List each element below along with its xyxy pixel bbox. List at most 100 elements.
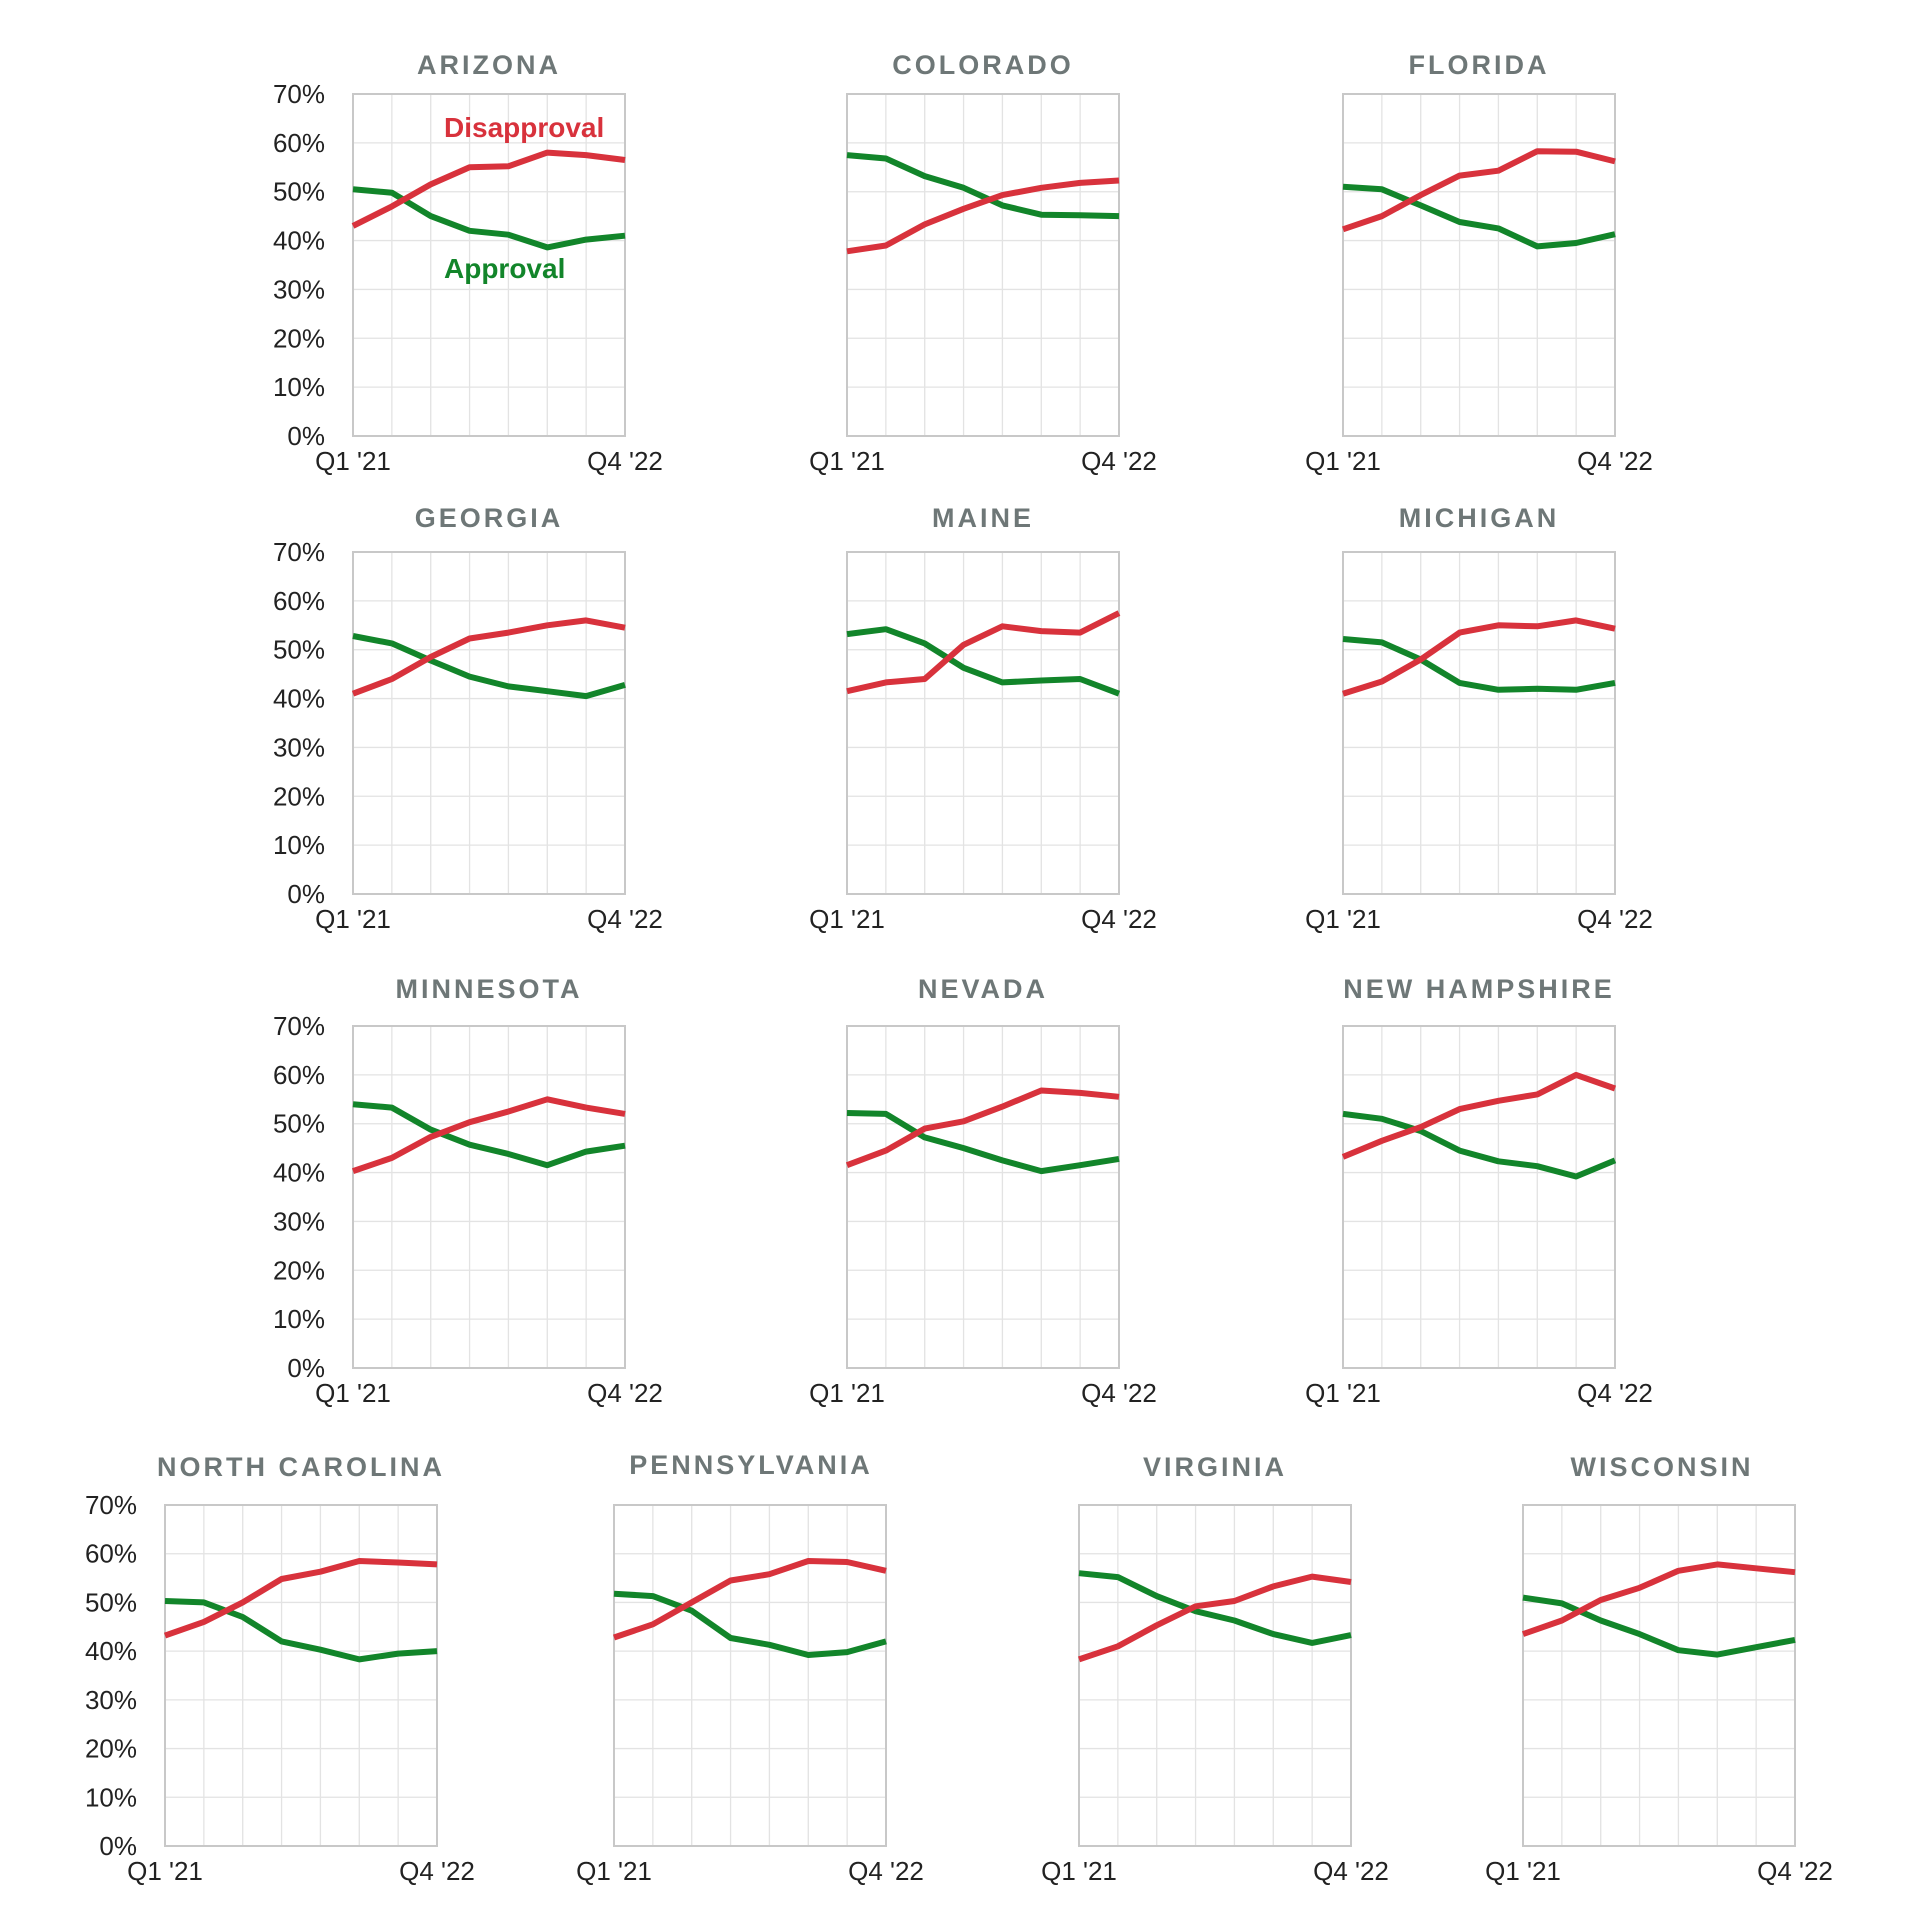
x-tick-label: Q4 '22: [1757, 1856, 1833, 1886]
y-tick-label: 60%: [273, 586, 325, 616]
y-tick-label: 70%: [273, 79, 325, 109]
approval-line: [1522, 1594, 1796, 1658]
y-tick-label: 40%: [273, 1158, 325, 1188]
chart-georgia: GEORGIA 0% 10% 20% 30% 40% 50% 60% 70% Q1 '21 Q4 '…: [273, 503, 663, 934]
approval-line: [846, 626, 1121, 697]
x-tick-label: Q1 '21: [1485, 1856, 1561, 1886]
x-tick-label: Q4 '22: [587, 1378, 663, 1408]
chart-arizona: ARIZONA 0% 10% 20% 30% 40% 50% 60% 70% Q1 '21 Q4 '…: [273, 50, 663, 476]
chart-title: MICHIGAN: [1399, 503, 1560, 533]
disapproval-line: [1341, 1071, 1616, 1160]
plot-frame: [1342, 1025, 1616, 1369]
y-tick-label: 40%: [85, 1636, 137, 1666]
chart-title: MINNESOTA: [396, 974, 583, 1004]
y-tick-label: 70%: [273, 537, 325, 567]
plot-frame: [846, 551, 1120, 895]
x-tick-label: Q4 '22: [587, 904, 663, 934]
x-tick-label: Q4 '22: [1313, 1856, 1389, 1886]
plot-frame: [1078, 1504, 1352, 1847]
approval-line: [352, 633, 626, 700]
chart-title: NORTH CAROLINA: [157, 1452, 445, 1482]
plot-frame: [846, 93, 1120, 437]
y-tick-label: 60%: [273, 128, 325, 158]
disapproval-line: [1078, 1573, 1352, 1663]
chart-florida: FLORIDA Q1 '21 Q4 '22: [1305, 50, 1653, 476]
y-tick-label: 10%: [85, 1782, 137, 1812]
disapproval-line: [845, 1087, 1120, 1169]
approval-line: [1342, 636, 1616, 693]
x-tick-label: Q1 '21: [315, 904, 391, 934]
x-tick-label: Q1 '21: [1305, 904, 1381, 934]
approval-line: [164, 1598, 438, 1663]
chart-title: ARIZONA: [417, 50, 561, 80]
chart-virginia: VIRGINIA Q1 '21 Q4 '22: [1041, 1452, 1389, 1886]
plot-frame: [352, 551, 626, 895]
approval-line: [352, 1101, 626, 1169]
disapproval-line: [164, 1558, 438, 1639]
x-tick-label: Q1 '21: [127, 1856, 203, 1886]
y-tick-label: 60%: [85, 1539, 137, 1569]
disapproval-line: [846, 177, 1120, 255]
y-tick-label: 20%: [85, 1734, 137, 1764]
chart-title: MAINE: [932, 503, 1034, 533]
approval-line: [1078, 1570, 1352, 1646]
x-tick-label: Q1 '21: [1041, 1856, 1117, 1886]
y-tick-label: 0%: [287, 421, 325, 451]
x-tick-label: Q4 '22: [1081, 1378, 1157, 1408]
plot-frame: [1342, 551, 1616, 895]
chart-title: NEW HAMPSHIRE: [1343, 974, 1615, 1004]
y-tick-label: 30%: [273, 732, 325, 762]
chart-maine: MAINE Q1 '21 Q4 '22: [809, 503, 1157, 934]
x-tick-label: Q1 '21: [1305, 446, 1381, 476]
x-tick-label: Q1 '21: [809, 904, 885, 934]
approval-line: [613, 1590, 887, 1658]
disapproval-line: [613, 1558, 887, 1641]
y-tick-label: 50%: [273, 635, 325, 665]
y-tick-label: 10%: [273, 830, 325, 860]
x-tick-label: Q4 '22: [1577, 1378, 1653, 1408]
chart-michigan: MICHIGAN Q1 '21 Q4 '22: [1305, 503, 1653, 934]
y-tick-label: 50%: [273, 1109, 325, 1139]
x-tick-label: Q4 '22: [1577, 446, 1653, 476]
y-tick-label: 20%: [273, 781, 325, 811]
chart-title: COLORADO: [892, 50, 1074, 80]
chart-title: GEORGIA: [415, 503, 564, 533]
y-tick-label: 10%: [273, 1304, 325, 1334]
disapproval-line: [351, 617, 626, 697]
x-tick-label: Q4 '22: [1081, 446, 1157, 476]
plot-frame: [164, 1504, 438, 1847]
disapproval-line: [846, 610, 1121, 695]
chart-title: FLORIDA: [1409, 50, 1550, 80]
y-tick-label: 0%: [99, 1831, 137, 1861]
plot-frame: [352, 1025, 626, 1369]
y-tick-label: 0%: [287, 1353, 325, 1383]
y-tick-label: 40%: [273, 684, 325, 714]
chart-title: PENNSYLVANIA: [629, 1450, 873, 1480]
chart-new-hampshire: NEW HAMPSHIRE Q1 '21 Q4 '22: [1305, 974, 1653, 1408]
x-tick-label: Q1 '21: [809, 446, 885, 476]
x-tick-label: Q1 '21: [315, 1378, 391, 1408]
y-tick-label: 30%: [273, 1206, 325, 1236]
chart-title: VIRGINIA: [1143, 1452, 1287, 1482]
x-tick-label: Q1 '21: [315, 446, 391, 476]
y-tick-label: 40%: [273, 226, 325, 256]
x-tick-label: Q4 '22: [399, 1856, 475, 1886]
x-tick-label: Q1 '21: [1305, 1378, 1381, 1408]
plot-frame: [352, 93, 626, 437]
plot-frame: [846, 1025, 1120, 1369]
approval-legend-label: Approval: [444, 253, 565, 284]
x-tick-label: Q1 '21: [576, 1856, 652, 1886]
y-tick-label: 10%: [273, 372, 325, 402]
x-tick-label: Q1 '21: [809, 1378, 885, 1408]
y-tick-label: 60%: [273, 1060, 325, 1090]
x-tick-label: Q4 '22: [848, 1856, 924, 1886]
x-tick-label: Q4 '22: [1081, 904, 1157, 934]
y-tick-label: 70%: [85, 1490, 137, 1520]
disapproval-line: [1342, 148, 1616, 233]
disapproval-line: [1342, 617, 1616, 697]
plot-frame: [613, 1504, 887, 1847]
disapproval-line: [352, 1096, 626, 1174]
y-tick-label: 70%: [273, 1011, 325, 1041]
disapproval-legend-label: Disapproval: [444, 112, 604, 143]
